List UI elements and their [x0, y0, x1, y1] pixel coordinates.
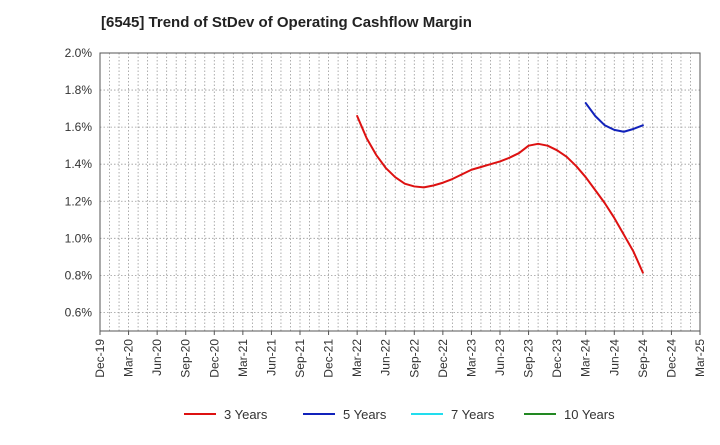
- legend-label: 7 Years: [451, 407, 495, 422]
- x-tick-label: Jun-22: [379, 339, 393, 376]
- x-tick-label: Dec-23: [550, 339, 564, 378]
- y-tick-label: 1.8%: [65, 83, 93, 97]
- legend-label: 3 Years: [224, 407, 268, 422]
- x-tick-label: Dec-22: [436, 339, 450, 378]
- plot-border: [99, 52, 701, 332]
- x-tick-label: Sep-21: [293, 339, 307, 378]
- y-tick-label: 2.0%: [65, 46, 93, 60]
- x-tick-label: Jun-24: [607, 339, 621, 376]
- plot-area: [100, 53, 700, 331]
- chart-title: [6545] Trend of StDev of Operating Cashf…: [101, 14, 472, 31]
- legend-label: 10 Years: [564, 407, 615, 422]
- x-tick-label: Mar-20: [122, 339, 136, 377]
- y-tick-label: 0.6%: [65, 305, 93, 319]
- x-tick-label: Mar-22: [350, 339, 364, 377]
- x-tick-label: Dec-21: [322, 339, 336, 378]
- x-tick-label: Mar-25: [693, 339, 707, 377]
- x-tick-label: Jun-23: [493, 339, 507, 376]
- y-tick-label: 1.4%: [65, 157, 93, 171]
- y-tick-label: 1.0%: [65, 231, 93, 245]
- x-tick-label: Mar-23: [464, 339, 478, 377]
- y-tick-label: 1.6%: [65, 120, 93, 134]
- legend-label: 5 Years: [343, 407, 387, 422]
- series-line-5-years: [584, 102, 644, 133]
- x-tick-label: Sep-20: [179, 339, 193, 378]
- x-tick-label: Mar-21: [236, 339, 250, 377]
- x-tick-label: Sep-22: [407, 339, 421, 378]
- x-tick-label: Dec-19: [93, 339, 107, 378]
- y-tick-label: 0.8%: [65, 268, 93, 282]
- x-tick-label: Mar-24: [579, 339, 593, 377]
- x-tick-label: Sep-24: [636, 339, 650, 378]
- x-tick-label: Jun-21: [264, 339, 278, 376]
- x-tick-label: Dec-20: [207, 339, 221, 378]
- x-tick-label: Dec-24: [664, 339, 678, 378]
- x-tick-label: Jun-20: [150, 339, 164, 376]
- x-tick-label: Sep-23: [522, 339, 536, 378]
- y-tick-label: 1.2%: [65, 194, 93, 208]
- series-line-3-years: [356, 115, 644, 274]
